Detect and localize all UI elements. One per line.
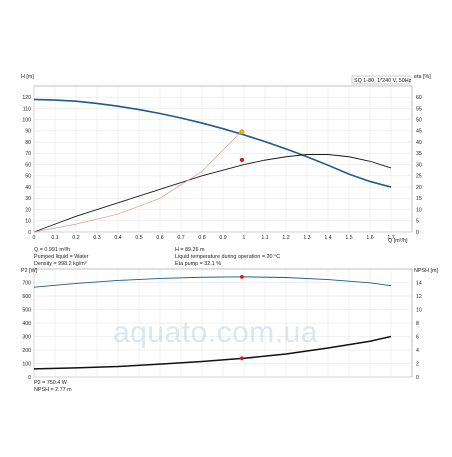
info-eta-pump: Eta pump = 32.1 % [175, 261, 221, 267]
head-x-ticks: 0 0.1 0.2 0.3 0.4 0.5 0.6 0.7 0.8 0.9 1 1.1 1.2 1.3 1.… [33, 235, 395, 241]
head-y2-tick-label: 60 [416, 95, 422, 101]
head-y-tick-label: 10 [25, 219, 31, 225]
power-y2-tick-label: 14 [416, 280, 422, 286]
info-npsh: NPSH = 2.77 m [34, 387, 72, 393]
head-y2-tick-label: 40 [416, 140, 422, 146]
power-y-tick-label: 700 [22, 280, 31, 286]
power-y2-tick-label: 0 [416, 375, 419, 381]
head-y-tick-label: 80 [25, 140, 31, 146]
series-line-npsh [33, 335, 392, 370]
power-y2-tick-label: 6 [416, 334, 419, 340]
info-liquid-temp: Liquid temperature during operation = 20… [175, 254, 280, 260]
head-y2-tick-label: 30 [416, 162, 422, 168]
head-x-tick-label: 0.9 [219, 235, 226, 241]
info-h: H = 89.26 m [175, 247, 205, 253]
power-y2-tick-label: 8 [416, 321, 419, 327]
info-q: Q = 0.991 m³/h [34, 247, 70, 253]
head-x-tick-label: 0.8 [198, 235, 205, 241]
head-x-tick-label: 0.7 [177, 235, 184, 241]
head-y2-tick-label: 55 [416, 106, 422, 112]
head-x-tick-label: 0.5 [135, 235, 142, 241]
head-y-tick-label: 100 [22, 117, 31, 123]
head-x-tick-label: 1 [243, 235, 246, 241]
head-y2-tick-label: 35 [416, 151, 422, 157]
power-y-tick-label: 600 [22, 294, 31, 300]
head-y-tick-label: 90 [25, 129, 31, 135]
power-y-ticks: 0 100 200 300 400 500 600 700 [22, 280, 31, 381]
power-y2-ticks: 0 2 4 6 8 10 12 14 [416, 280, 422, 381]
head-y-tick-label: 120 [22, 95, 31, 101]
head-x-tick-label: 0.4 [114, 235, 121, 241]
series-line-h [33, 98, 392, 188]
head-y-ticks: 0 10 20 30 40 50 60 70 80 90 100 110 120 [22, 95, 31, 236]
head-y-tick-label: 0 [28, 230, 31, 236]
head-y2-ticks: 0 5 10 15 20 25 30 35 40 45 50 55 60 [416, 95, 422, 236]
head-x-tick-label: 1.2 [282, 235, 289, 241]
head-y2-tick-label: 0 [416, 230, 419, 236]
head-y2-tick-label: 10 [416, 207, 422, 213]
series-line-p2 [33, 276, 392, 288]
head-x-axis-label: Q [m³/h] [388, 238, 408, 244]
chart-title: SQ 1-80, 1*240 V, 50Hz [354, 78, 412, 84]
head-x-tick-label: 1.7 [387, 235, 394, 241]
head-y-axis-label: H [m] [21, 74, 34, 80]
head-x-tick-label: 1.5 [345, 235, 352, 241]
power-y-tick-label: 300 [22, 334, 31, 340]
power-y-tick-label: 0 [28, 375, 31, 381]
power-y2-tick-label: 2 [416, 361, 419, 367]
head-y-tick-label: 30 [25, 196, 31, 202]
head-x-tick-label: 1.4 [324, 235, 331, 241]
chart-title-box [351, 75, 411, 85]
power-series [33, 274, 392, 370]
power-plot-grid [33, 269, 412, 378]
head-series [33, 98, 392, 233]
power-y2-tick-label: 10 [416, 307, 422, 313]
head-y-tick-label: 110 [23, 106, 31, 112]
info-pumped-liquid: Pumped liquid = Water [34, 254, 89, 260]
power-y-tick-label: 400 [22, 321, 31, 327]
power-y2-axis-label: NPSH [m] [414, 268, 438, 274]
info-density: Density = 998.2 kg/m³ [34, 261, 87, 267]
head-x-tick-label: 1.1 [261, 235, 268, 241]
head-x-tick-label: 0.3 [93, 235, 100, 241]
head-y2-tick-label: 5 [416, 219, 419, 225]
power-y-tick-label: 500 [22, 307, 31, 313]
power-y-tick-label: 100 [22, 361, 31, 367]
power-y-tick-label: 200 [22, 348, 31, 354]
head-y2-tick-label: 45 [416, 129, 422, 135]
head-y-tick-label: 60 [25, 162, 31, 168]
power-y2-tick-label: 4 [416, 348, 419, 354]
head-y2-tick-label: 50 [416, 117, 422, 123]
watermark: aquato.com.ua [113, 316, 318, 349]
head-x-tick-label: 0.2 [72, 235, 79, 241]
head-x-tick-label: 0.6 [156, 235, 163, 241]
head-y2-tick-label: 25 [416, 174, 422, 180]
head-y-tick-label: 70 [25, 151, 31, 157]
duty-point-p2 [240, 274, 244, 279]
series-line-eta-pump [33, 154, 392, 233]
head-x-tick-label: 1.3 [303, 235, 310, 241]
head-y2-tick-label: 15 [416, 196, 422, 202]
duty-point-npsh [240, 356, 244, 361]
head-y-tick-label: 20 [25, 207, 31, 213]
info-p2: P2 = 750.4 W [34, 380, 68, 386]
head-y2-axis-label: eta [%] [414, 74, 431, 80]
power-y-axis-label: P2 [W] [21, 268, 38, 274]
head-x-tick-label: 0.1 [51, 235, 58, 241]
head-y-tick-label: 40 [25, 185, 31, 191]
duty-point-h [239, 129, 245, 135]
head-x-tick-label: 1.6 [366, 235, 373, 241]
power-y2-tick-label: 12 [416, 294, 422, 300]
head-y2-tick-label: 20 [416, 185, 422, 191]
series-line-eta-total [33, 130, 243, 233]
head-y-tick-label: 50 [25, 174, 31, 180]
head-x-tick-label: 0 [33, 235, 36, 241]
duty-point-eta-pump [239, 157, 245, 163]
